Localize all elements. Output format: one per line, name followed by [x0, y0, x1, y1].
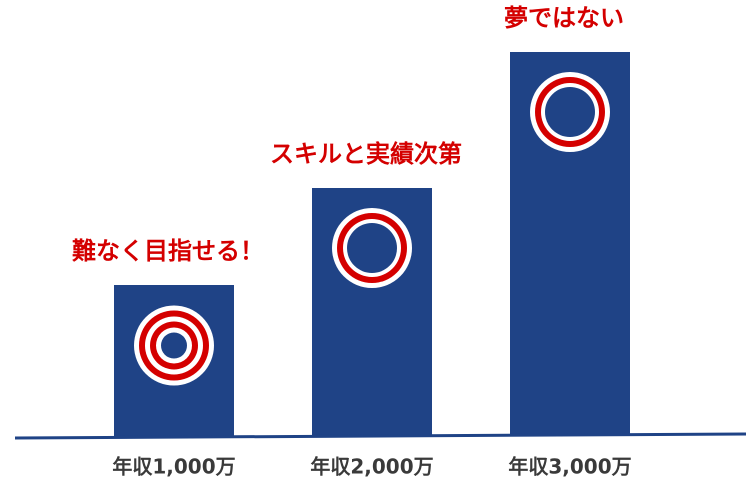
x-tick-label: 年収2,000万	[310, 455, 433, 479]
x-tick-label: 年収1,000万	[112, 455, 235, 479]
ring	[347, 223, 397, 273]
ring	[161, 332, 187, 359]
ring	[545, 87, 595, 137]
annotation: 難なく目指せる！	[72, 237, 264, 265]
annotation: 夢ではない	[504, 4, 624, 32]
baseline	[14, 432, 747, 440]
annotation: スキルと実績次第	[270, 140, 462, 168]
x-tick-label: 年収3,000万	[508, 455, 631, 479]
